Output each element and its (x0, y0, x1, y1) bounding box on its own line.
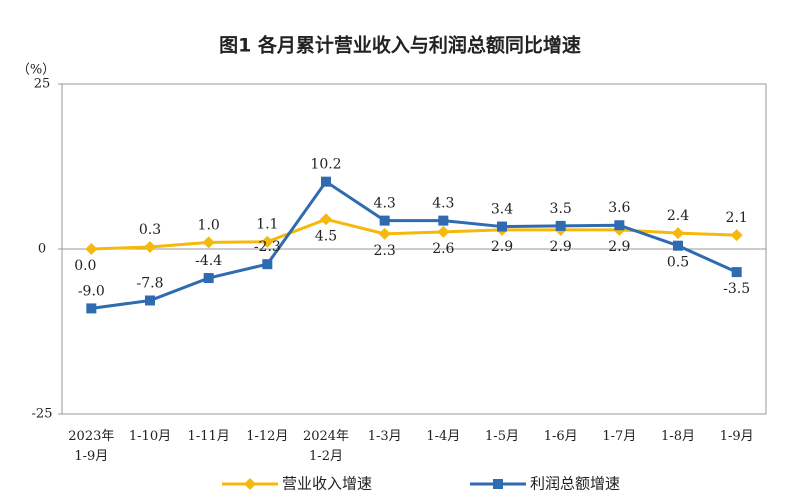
y-tick-label: -25 (32, 407, 53, 422)
data-label: 2.6 (432, 241, 454, 257)
x-tick-label: 2023年 1-9月 (68, 429, 114, 464)
marker (378, 227, 391, 240)
x-tick-label: 1-12月 (246, 429, 288, 444)
x-tick-label: 1-7月 (602, 429, 636, 444)
marker (672, 227, 684, 240)
y-tick-label: 25 (34, 77, 51, 92)
data-label: 1.1 (256, 217, 278, 233)
legend-marker (244, 478, 256, 490)
marker (202, 236, 215, 249)
data-label: 4.3 (432, 196, 454, 212)
marker (379, 215, 390, 226)
x-tick-label: 2024年 1-2月 (303, 429, 349, 464)
data-label: 2.3 (374, 243, 396, 259)
marker (262, 259, 273, 270)
series-line (91, 179, 738, 310)
marker (438, 215, 449, 226)
data-label: 3.6 (608, 200, 630, 216)
marker (673, 240, 683, 251)
marker (321, 176, 331, 187)
x-tick-label: 1-11月 (188, 429, 230, 444)
marker (731, 267, 742, 278)
data-label: 2.9 (491, 239, 513, 255)
data-label: 3.4 (491, 202, 513, 218)
data-label: -2.3 (254, 239, 281, 255)
marker (730, 229, 743, 242)
x-tick-label: 1-6月 (544, 429, 578, 444)
marker (86, 303, 97, 314)
data-label: -9.0 (78, 283, 105, 299)
data-label: 0.0 (74, 258, 96, 274)
marker (437, 225, 450, 238)
y-tick-label: 0 (38, 242, 46, 257)
data-label: 1.0 (198, 217, 220, 233)
marker (614, 220, 625, 231)
data-label: 10.2 (310, 157, 341, 173)
data-label: 2.4 (667, 208, 689, 224)
data-label: 4.3 (374, 196, 396, 212)
marker (320, 213, 332, 226)
data-label: 0.5 (667, 255, 689, 271)
x-tick-label: 1-3月 (368, 429, 402, 444)
x-tick-label: 1-8月 (661, 429, 695, 444)
chart-title: 图1 各月累计营业收入与利润总额同比增速 (219, 34, 581, 57)
legend-label: 利润总额增速 (530, 475, 620, 493)
data-label: 4.5 (315, 228, 337, 244)
x-tick-label: 1-5月 (485, 429, 519, 444)
marker (85, 243, 98, 255)
data-label: 3.5 (550, 201, 572, 217)
marker (497, 221, 507, 232)
data-label: 0.3 (139, 222, 161, 238)
x-tick-label: 1-9月 (720, 429, 754, 444)
marker (555, 220, 566, 231)
data-label: 2.9 (608, 239, 630, 255)
legend-marker (493, 479, 503, 489)
marker (144, 241, 156, 254)
y-unit: （%） (17, 63, 55, 78)
data-label: 2.1 (726, 210, 748, 226)
x-tick-label: 1-10月 (129, 429, 171, 444)
data-label: -4.4 (195, 253, 222, 269)
x-tick-label: 1-4月 (426, 429, 460, 444)
marker (145, 295, 155, 306)
series-line (91, 217, 737, 251)
data-label: 2.9 (550, 239, 572, 255)
marker (203, 273, 214, 284)
data-label: -3.5 (723, 281, 750, 297)
data-label: -7.8 (137, 275, 164, 291)
legend-label: 营业收入增速 (282, 475, 372, 493)
marker (261, 235, 274, 248)
